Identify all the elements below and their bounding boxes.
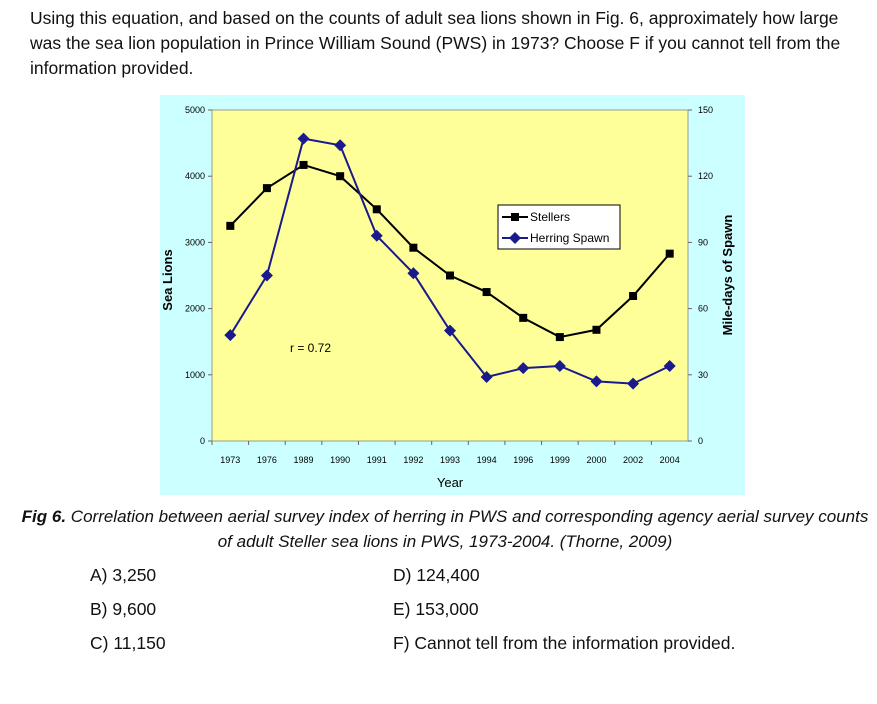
point bbox=[224, 329, 237, 342]
point bbox=[665, 249, 674, 258]
point bbox=[446, 271, 454, 280]
y2-tick-label: 150 bbox=[698, 105, 713, 115]
choice: D) 124,400 bbox=[393, 565, 480, 585]
x-tick-label: 1973 bbox=[220, 455, 240, 465]
caption-text: Correlation between aerial survey index … bbox=[70, 507, 869, 551]
choice: B) 9,600 bbox=[90, 599, 157, 619]
choice: C) 11,150 bbox=[90, 633, 166, 653]
x-tick-label: 1976 bbox=[257, 455, 277, 465]
point bbox=[592, 325, 601, 334]
x-tick-label: 1999 bbox=[550, 455, 570, 465]
x-axis-title: Year bbox=[437, 475, 464, 490]
question: Using this equation, and based on the co… bbox=[30, 8, 841, 78]
point bbox=[553, 359, 566, 372]
choice: A) 3,250 bbox=[90, 565, 157, 585]
point bbox=[260, 269, 273, 282]
legend-box bbox=[497, 204, 621, 250]
y-tick-label: 5000 bbox=[185, 105, 205, 115]
point bbox=[555, 333, 564, 342]
point bbox=[370, 229, 383, 242]
point bbox=[517, 362, 530, 375]
x-tick-label: 1991 bbox=[367, 455, 387, 465]
caption-label: Fig 6. bbox=[21, 507, 67, 526]
x-tick-label: 1993 bbox=[440, 455, 460, 465]
point bbox=[409, 243, 418, 252]
point bbox=[590, 375, 603, 388]
point bbox=[372, 205, 381, 214]
x-tick-label: 1990 bbox=[330, 455, 350, 465]
y2-tick-label: 30 bbox=[698, 370, 708, 380]
legend-marker bbox=[509, 232, 521, 244]
annotation: r = 0.72 bbox=[290, 341, 331, 355]
point bbox=[627, 377, 640, 390]
point bbox=[226, 221, 235, 230]
point bbox=[336, 172, 345, 181]
point bbox=[262, 184, 271, 193]
legend-marker bbox=[511, 213, 519, 221]
y2-tick-label: 60 bbox=[698, 304, 708, 314]
point bbox=[480, 371, 493, 384]
point bbox=[407, 267, 420, 280]
y-tick-label: 3000 bbox=[185, 237, 205, 247]
chart: Sea Lions Mile-days of Spawn Year r = 0.… bbox=[160, 95, 745, 495]
x-tick-label: 2000 bbox=[586, 455, 606, 465]
point bbox=[444, 324, 456, 337]
x-tick-label: 1992 bbox=[403, 455, 423, 465]
y-tick-label: 2000 bbox=[185, 304, 205, 314]
y2-tick-label: 90 bbox=[698, 237, 708, 247]
y-axis-title: Sea Lions bbox=[160, 249, 175, 310]
legend-label: Stellers bbox=[530, 210, 570, 224]
point bbox=[334, 139, 347, 152]
legend-label: Herring Spawn bbox=[530, 231, 609, 245]
x-tick-label: 1996 bbox=[513, 455, 533, 465]
point bbox=[299, 160, 308, 169]
choice: E) 153,000 bbox=[393, 599, 479, 619]
caption: Fig 6. Correlation between aerial survey… bbox=[20, 504, 870, 554]
y-tick-label: 1000 bbox=[185, 370, 205, 380]
choice: F) Cannot tell from the information prov… bbox=[393, 633, 736, 653]
x-tick-label: 2002 bbox=[623, 455, 643, 465]
point bbox=[663, 359, 676, 372]
x-tick-label: 2004 bbox=[660, 455, 680, 465]
y-tick-label: 4000 bbox=[185, 171, 205, 181]
y2-tick-label: 120 bbox=[698, 171, 713, 181]
point bbox=[482, 288, 491, 297]
point bbox=[297, 132, 310, 145]
y2-tick-label: 0 bbox=[698, 436, 703, 446]
y-tick-label: 0 bbox=[200, 436, 205, 446]
x-tick-label: 1994 bbox=[477, 455, 497, 465]
point bbox=[519, 313, 528, 322]
point bbox=[629, 292, 638, 301]
x-tick-label: 1989 bbox=[294, 455, 314, 465]
y2-axis-title: Mile-days of Spawn bbox=[720, 215, 735, 336]
